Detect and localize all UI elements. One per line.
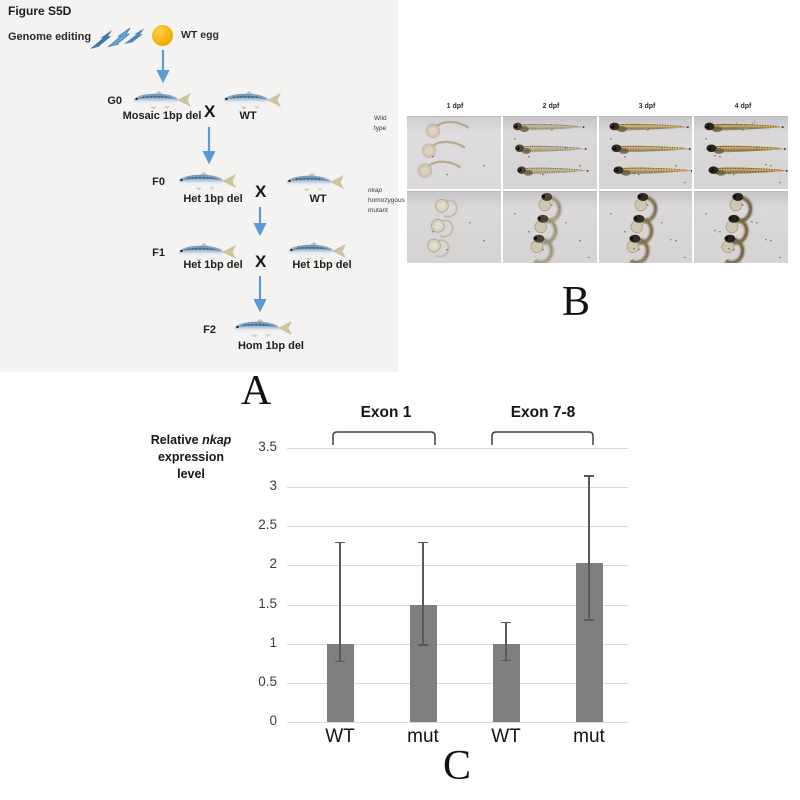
label-f2-hom: Hom 1bp del (237, 340, 304, 352)
b-row-label-mutant-line2: homozygous (368, 197, 405, 204)
chart-ytick-label: 0.5 (258, 673, 277, 689)
chart-error-cap-bottom (584, 619, 594, 621)
chart-bar (409, 604, 437, 722)
chart-ytick-label: 2.5 (258, 517, 277, 533)
micrograph-tile-mut-4dpf (694, 190, 788, 263)
chart-group-label: Exon 7-8 (510, 404, 576, 421)
panel-a-caption: A (240, 368, 272, 414)
y-title-line3: level (177, 467, 205, 481)
micrograph-tile-wt-2dpf (502, 116, 597, 189)
figure-title: Figure S5D (8, 4, 72, 18)
gen-label-f2: F2 (203, 324, 216, 336)
cross-symbol-f1: X (255, 252, 267, 271)
embryo-illustration (705, 192, 781, 263)
chart-error-line (588, 475, 590, 621)
chart-error-cap-bottom (501, 659, 511, 662)
chart-error-cap-top (418, 541, 428, 544)
micrograph-tile-mut-3dpf (598, 190, 693, 263)
b-col-header-2dpf: 2 dpf (542, 103, 560, 110)
b-row-label-mutant-line3: mutant (368, 207, 388, 214)
chart-error-cap-top (335, 541, 345, 544)
label-f1-het-left: Het 1bp del (183, 259, 243, 271)
y-title-gene: nkap (202, 433, 232, 447)
chart-bar (326, 643, 354, 722)
b-row-label-mutant: nkap homozygous mutant (368, 186, 405, 216)
chart-gridline (287, 565, 628, 567)
fish-f2-hom (231, 318, 295, 338)
micrograph-tile-wt-1dpf (407, 116, 501, 189)
chart-gridline (287, 604, 628, 606)
gen-label-g0: G0 (107, 95, 122, 107)
embryo-illustration (513, 192, 590, 263)
chart-bar (575, 563, 603, 722)
micrograph-tile-wt-4dpf (694, 116, 788, 189)
chart-ytick-label: 1 (269, 634, 277, 650)
chart-group-label: Exon 1 (360, 404, 412, 421)
chart-ytick-label: 0 (269, 713, 277, 728)
fish-g0-mosaic (130, 90, 194, 110)
label-mosaic-1bp-del: Mosaic 1bp del (122, 110, 202, 122)
b-row-label-wildtype-line2: type (374, 125, 387, 132)
chart-error-cap-bottom (418, 644, 428, 646)
embryo-illustration (417, 120, 485, 178)
chart-error-cap-top (584, 475, 594, 477)
embryo-illustration (512, 122, 589, 176)
chart-y-axis-title: Relative nkap expression level (133, 432, 249, 483)
embryo-illustration (704, 120, 788, 184)
micrograph-tile-mut-1dpf (407, 190, 501, 263)
b-col-header-4dpf: 4 dpf (734, 103, 752, 110)
chart-error-cap-top (501, 621, 511, 624)
b-row-label-gene: nkap (368, 187, 383, 194)
gen-label-f1: F1 (152, 247, 165, 259)
panel-b-caption: B (561, 279, 590, 325)
panel-c-caption: C (442, 743, 471, 789)
embryo-illustration (609, 192, 686, 263)
chart-ytick-label: 2 (269, 556, 277, 572)
cross-arrows (156, 50, 267, 313)
chart-gridline (287, 682, 628, 684)
wt-egg-icon (152, 25, 173, 46)
b-row-label-wildtype-line1: Wild (374, 115, 387, 122)
chart-gridline (287, 526, 628, 528)
embryo-illustration (608, 122, 693, 184)
b-col-header-3dpf: 3 dpf (638, 103, 656, 110)
chart-error-cap-bottom (335, 660, 345, 663)
cross-symbol-f0: X (255, 182, 267, 201)
fish-f0-het (175, 171, 239, 191)
chart-gridline (287, 487, 628, 489)
b-col-header-1dpf: 1 dpf (446, 103, 464, 110)
chart-gridline (287, 722, 628, 723)
y-title-line2: expression (157, 450, 224, 464)
gen-label-f0: F0 (152, 176, 165, 188)
label-f0-wt: WT (309, 193, 327, 205)
y-title-prefix: Relative (150, 433, 199, 447)
chart-xtick-label: WT (325, 726, 355, 747)
chart-xtick-label: mut (573, 726, 605, 747)
micrograph-tile-wt-3dpf (598, 116, 693, 189)
chart-error-line (505, 621, 507, 661)
fish-g0-wt (220, 90, 284, 110)
genome-editing-label: Genome editing (8, 31, 92, 43)
wt-egg-label: WT egg (181, 29, 219, 41)
label-g0-wt: WT (239, 110, 257, 122)
chart-error-line (422, 541, 424, 646)
chart-error-line (339, 541, 341, 662)
label-f1-het-right: Het 1bp del (292, 259, 352, 271)
chart-gridline (287, 643, 628, 645)
chart-ytick-label: 1.5 (258, 595, 277, 611)
micrograph-grid (407, 116, 788, 263)
cross-symbol-g0: X (204, 102, 216, 121)
label-f0-het: Het 1bp del (183, 193, 243, 205)
micrograph-tile-mut-2dpf (502, 190, 597, 263)
chart-gridline (287, 447, 628, 449)
lightning-bolt-icon (90, 27, 144, 49)
fish-f1-het-right (285, 241, 349, 261)
fish-f0-wt (283, 172, 347, 192)
chart-bar (492, 643, 520, 722)
embryo-illustration (427, 198, 485, 257)
b-row-label-wildtype: Wild type (374, 114, 387, 134)
